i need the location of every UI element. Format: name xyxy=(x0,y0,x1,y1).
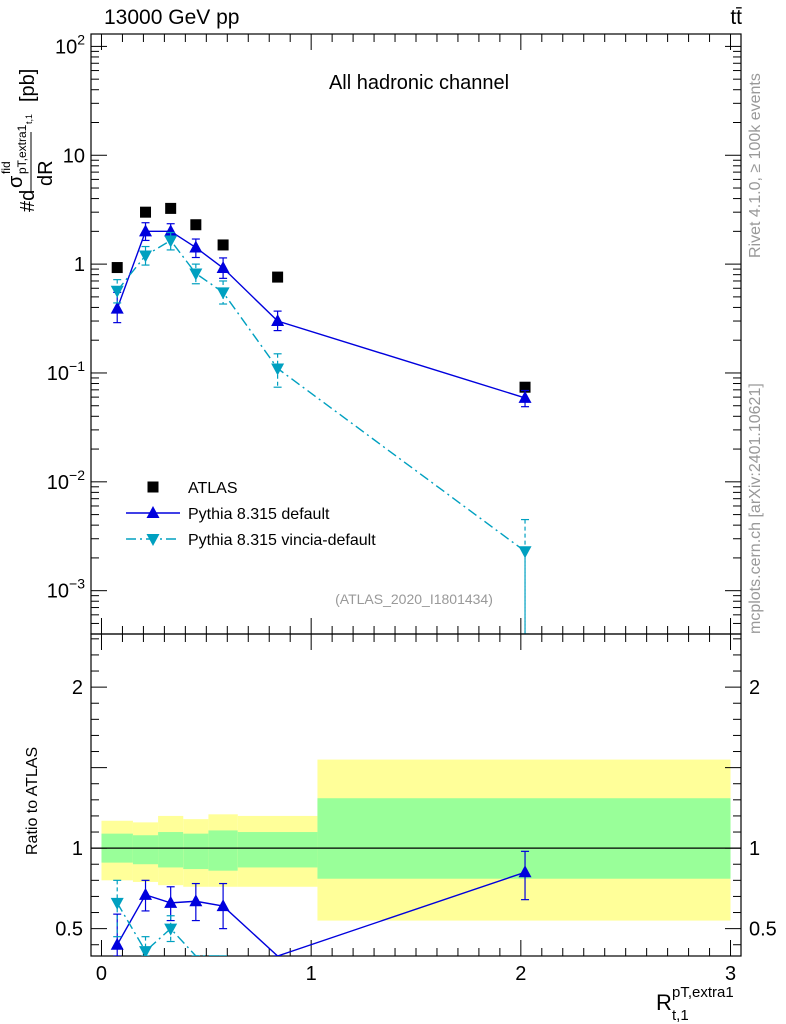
ratio-point xyxy=(139,887,153,900)
y-label-den: dR xyxy=(35,160,57,186)
main-y-tick-label: 10−2 xyxy=(47,467,85,494)
data-point xyxy=(111,262,123,274)
series-line xyxy=(116,230,526,399)
ratio-x-tick-label: 3 xyxy=(725,963,736,985)
data-point xyxy=(189,268,203,281)
ratio-point xyxy=(139,946,153,956)
ratio-green-band xyxy=(183,833,209,870)
legend-marker xyxy=(146,506,160,518)
ratio-y-tick-label: 2 xyxy=(72,677,83,699)
ratio-x-tick-label: 0 xyxy=(96,963,107,985)
main-y-tick-label: 10−3 xyxy=(47,576,85,603)
data-point xyxy=(189,240,203,253)
ratio-y-tick-label: 1 xyxy=(72,838,83,860)
series-atlas xyxy=(111,202,531,393)
legend-label: ATLAS xyxy=(188,480,238,497)
data-point xyxy=(190,219,202,231)
series-pythia-8-315-default xyxy=(110,222,532,408)
data-point xyxy=(217,239,229,251)
ratio-green-band xyxy=(237,832,318,868)
ratio-x-tick-label: 2 xyxy=(515,963,526,985)
legend-label: Pythia 8.315 vincia-default xyxy=(188,532,376,549)
x-label-sup: pT,extra1 xyxy=(672,984,734,1001)
data-point xyxy=(164,235,178,248)
data-point xyxy=(140,206,152,218)
ratio-green-band xyxy=(158,832,184,868)
energy-label: 13000 GeV pp xyxy=(104,6,240,29)
main-y-tick-label: 10 xyxy=(63,145,85,167)
ratio-series-0 xyxy=(110,850,532,956)
y-label-sigma: σ xyxy=(5,175,27,188)
data-point xyxy=(164,224,178,237)
main-y-tick-label: 102 xyxy=(55,31,85,58)
data-point xyxy=(216,261,230,274)
main-y-tick-label: 1 xyxy=(74,254,85,276)
main-panel: 102 10 1 10−1 10−2 10−3 All hadronic channel (A… xyxy=(0,31,742,635)
data-point xyxy=(110,301,124,314)
ratio-y-tick-label: 0.5 xyxy=(55,919,83,941)
main-y-tick-label: 10−1 xyxy=(47,358,85,385)
ratio-y-axis-label: Ratio to ATLAS xyxy=(24,747,41,855)
legend-marker xyxy=(146,534,160,546)
legend-marker xyxy=(147,481,159,493)
legend-label: Pythia 8.315 default xyxy=(188,506,330,523)
chart-title: All hadronic channel xyxy=(329,72,509,94)
ratio-point xyxy=(216,899,230,912)
ratio-point xyxy=(110,937,124,950)
ratio-point xyxy=(164,923,178,936)
ratio-x-tick-label: 1 xyxy=(306,963,317,985)
ratio-y-tick-label-right: 2 xyxy=(749,677,760,699)
process-label: tt̄ xyxy=(730,6,742,29)
x-label-base: R xyxy=(656,990,672,1015)
ratio-point xyxy=(110,897,124,910)
y-label-unit: [pb] xyxy=(17,69,39,102)
ratio-point xyxy=(164,895,178,908)
analysis-label: (ATLAS_2020_I1801434) xyxy=(335,591,493,607)
ratio-y-tick-label-right: 1 xyxy=(749,838,760,860)
series-pythia-8-315-vincia-default xyxy=(110,231,532,634)
data-point xyxy=(110,285,124,298)
data-point xyxy=(139,224,153,237)
data-point xyxy=(165,202,177,214)
ratio-point xyxy=(518,865,532,878)
y-label-sub: pT,extra1 xyxy=(15,124,29,174)
y-label-num: #d xyxy=(17,190,39,212)
ratio-point xyxy=(189,894,203,907)
ratio-series-1 xyxy=(110,879,228,956)
legend: ATLAS Pythia 8.315 default Pythia 8.315 vi… xyxy=(126,480,376,549)
ratio-panel: 0 1 2 3 0.5 0.5 1 1 2 2 Ratio to ATLAS R pT,extra1 t,… xyxy=(24,633,777,1024)
y-label-sup: fid xyxy=(0,161,13,174)
series-line xyxy=(116,239,526,552)
data-point xyxy=(518,390,532,403)
y-label-subsub: t,1 xyxy=(24,114,34,124)
x-label-sub: t,1 xyxy=(672,1007,689,1024)
data-point xyxy=(139,250,153,263)
ratio-green-band xyxy=(208,830,238,871)
data-point xyxy=(271,363,285,376)
data-point xyxy=(271,314,285,327)
ratio-green-band xyxy=(132,835,159,865)
data-point xyxy=(519,381,531,393)
ratio-y-tick-label-right: 0.5 xyxy=(749,919,777,941)
data-point xyxy=(216,287,230,300)
data-point xyxy=(272,271,284,283)
ratio-green-band xyxy=(317,798,731,879)
